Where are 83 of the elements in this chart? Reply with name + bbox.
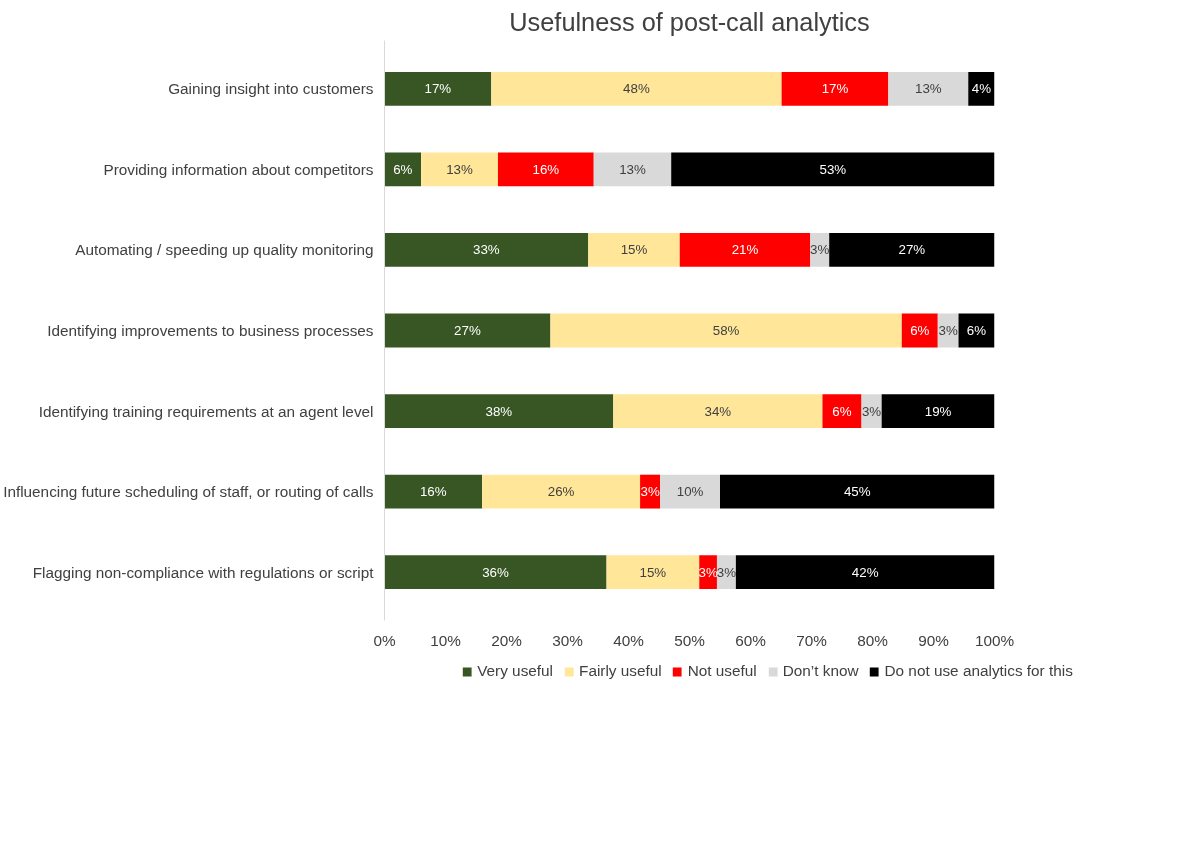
data-label: 36%	[482, 564, 510, 580]
data-label: 17%	[821, 81, 849, 97]
legend-label: Not useful	[687, 662, 757, 680]
x-tick-label: 30%	[552, 631, 584, 649]
bar	[671, 152, 995, 187]
y-tick-label: Identifying improvements to business processes	[47, 322, 374, 339]
bar	[822, 394, 862, 428]
data-label: 42%	[851, 564, 879, 580]
bar	[593, 152, 672, 187]
x-tick-label: 10%	[430, 631, 462, 649]
y-tick-label: Providing information about competitors	[103, 160, 374, 178]
data-label: 3%	[861, 403, 882, 419]
legend-label: Very useful	[477, 662, 554, 680]
data-label: 48%	[623, 81, 650, 97]
bar	[679, 233, 811, 267]
data-label: 21%	[731, 242, 759, 258]
legend-label: Don’t know	[782, 662, 859, 680]
bar	[888, 71, 969, 106]
y-tick-label: Flagging non-compliance with regulations or script	[32, 563, 375, 581]
x-tick-label: 40%	[613, 631, 645, 649]
data-label: 19%	[924, 403, 952, 419]
legend-label: Do not use analytics for this	[884, 662, 1073, 680]
data-label: 27%	[454, 323, 481, 338]
bar	[550, 313, 902, 348]
data-label: 13%	[914, 81, 942, 97]
bar	[482, 474, 641, 509]
y-tick-label: Influencing future scheduling of staff, or routing of calls	[3, 483, 374, 501]
data-label: 58%	[712, 323, 740, 338]
bar	[781, 71, 889, 106]
y-tick-label: Automating / speeding up quality monitoring	[75, 241, 374, 259]
legend-label: Fairly useful	[579, 662, 662, 680]
data-label: 17%	[424, 81, 452, 97]
bar	[384, 555, 607, 590]
bar	[735, 555, 995, 590]
data-label: 26%	[547, 484, 575, 500]
bar	[660, 474, 720, 509]
y-tick-label: Gaining insight into customers	[168, 80, 374, 98]
x-tick-label: 60%	[735, 631, 767, 649]
x-tick-label: 70%	[796, 631, 828, 649]
bar	[606, 555, 700, 590]
bar	[384, 71, 492, 106]
bar	[384, 474, 483, 509]
x-tick-label: 50%	[674, 631, 706, 649]
bar	[384, 233, 589, 267]
bar	[613, 394, 823, 428]
bar	[421, 152, 498, 187]
data-label: 3%	[640, 484, 660, 500]
data-label: 3%	[810, 242, 830, 258]
data-label: 53%	[819, 161, 847, 177]
data-label: 6%	[393, 161, 413, 177]
x-tick-label: 0%	[373, 631, 396, 649]
data-label: 27%	[898, 242, 926, 258]
data-label: 15%	[639, 564, 667, 580]
bar	[384, 394, 614, 428]
data-label: 6%	[910, 323, 930, 338]
data-label: 34%	[704, 403, 732, 419]
x-tick-label: 20%	[491, 631, 523, 649]
x-tick-label: 90%	[918, 631, 950, 649]
data-label: 6%	[966, 323, 987, 338]
x-tick-label: 80%	[857, 631, 889, 649]
bar	[491, 71, 782, 106]
data-label: 4%	[971, 81, 992, 97]
bar	[588, 233, 680, 267]
bar	[881, 394, 995, 428]
bar	[720, 474, 995, 509]
y-tick-label: Identifying training requirements at an agent level	[38, 402, 374, 420]
bar	[384, 313, 551, 348]
data-label: 10%	[676, 484, 704, 500]
data-label: 6%	[832, 403, 852, 419]
data-label: 3%	[716, 564, 737, 580]
x-tick-label: 100%	[974, 631, 1015, 649]
data-label: 13%	[619, 161, 646, 177]
data-label: 38%	[485, 403, 513, 419]
chart-title: Usefulness of post-call analytics	[509, 7, 870, 36]
data-label: 16%	[419, 484, 447, 500]
bar	[497, 152, 594, 187]
data-label: 16%	[532, 161, 560, 177]
data-label: 33%	[473, 242, 500, 258]
data-label: 45%	[843, 484, 871, 500]
data-label: 13%	[446, 161, 474, 177]
bar	[829, 233, 995, 267]
data-label: 15%	[620, 242, 648, 258]
data-label: 3%	[938, 323, 958, 338]
